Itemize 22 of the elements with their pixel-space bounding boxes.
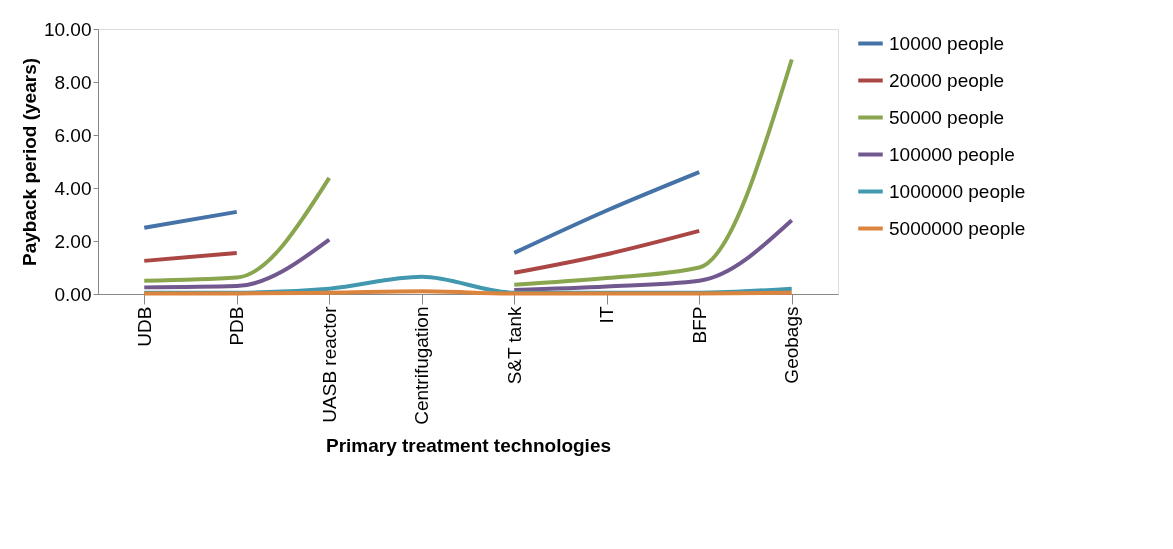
y-tick-label: 6.00 xyxy=(54,124,92,146)
y-tick-label: 8.00 xyxy=(54,71,92,93)
legend-label: 10000 people xyxy=(889,32,1005,54)
x-tick-label: PDB xyxy=(226,306,248,346)
x-tick-label: UDB xyxy=(133,306,155,347)
x-tick-label: Geobags xyxy=(781,306,803,384)
y-tick-label: 10.00 xyxy=(43,18,92,40)
legend-label: 5000000 people xyxy=(889,217,1026,239)
x-axis-title: Primary treatment technologies xyxy=(325,434,612,456)
legend-label: 100000 people xyxy=(889,143,1015,165)
legend-label: 20000 people xyxy=(889,69,1005,91)
x-tick-label: S&T tank xyxy=(503,306,525,385)
y-tick-label: 0.00 xyxy=(54,283,92,305)
x-tick-label: UASB reactor xyxy=(318,305,340,423)
x-tick-label: BFP xyxy=(688,306,710,344)
x-tick-label: IT xyxy=(596,306,618,324)
y-tick-label: 2.00 xyxy=(54,230,92,252)
x-tick-label: Centrifugation xyxy=(411,306,433,425)
legend-label: 1000000 people xyxy=(889,180,1026,202)
y-axis-title: Payback period (years) xyxy=(18,57,40,267)
legend-label: 50000 people xyxy=(889,106,1005,128)
y-tick-label: 4.00 xyxy=(54,177,92,199)
